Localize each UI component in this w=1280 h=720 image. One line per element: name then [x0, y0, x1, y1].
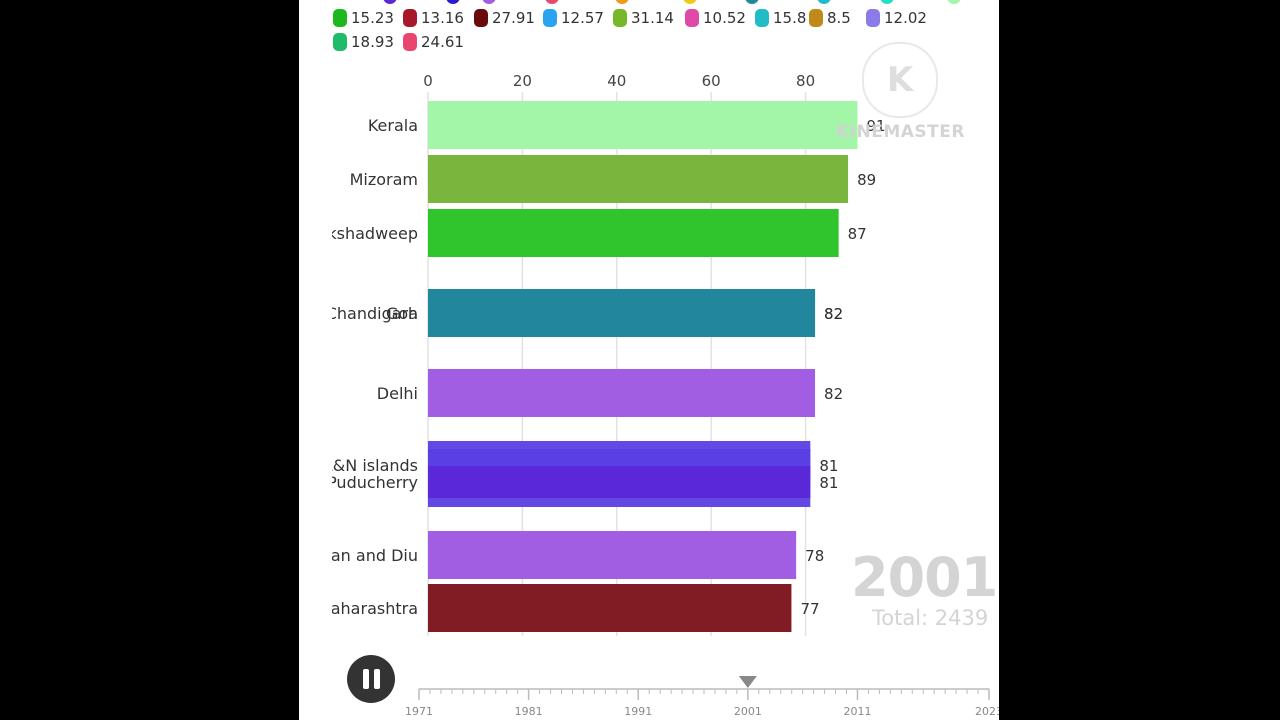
bar	[428, 209, 839, 257]
legend-value: 15.8	[773, 9, 807, 27]
legend-partial-dot	[615, 0, 629, 4]
legend-partial-dot	[947, 0, 961, 4]
bar	[428, 584, 792, 632]
value-label: 81	[819, 457, 838, 475]
bar	[428, 101, 858, 149]
category-label: Chandigarh	[326, 304, 418, 323]
category-label: an and Diu	[331, 546, 418, 565]
x-tick-label: 60	[702, 72, 721, 90]
category-label: Kerala	[368, 116, 418, 135]
timeline-tick-label: 2023	[975, 705, 999, 718]
legend-partial-dot	[745, 0, 759, 4]
legend-item: 27.91	[474, 8, 535, 28]
legend-partial-dot	[880, 0, 894, 4]
legend-item: 12.57	[543, 8, 604, 28]
category-label: Delhi	[377, 384, 418, 403]
legend-item: 10.52	[685, 8, 746, 28]
legend-value: 27.91	[492, 9, 535, 27]
category-label: aharashtra	[331, 599, 418, 618]
legend-color-icon	[685, 9, 699, 27]
category-label: Puducherry	[327, 473, 418, 492]
legend-item: 31.14	[613, 8, 674, 28]
legend-item: 15.23	[333, 8, 394, 28]
timeline-tick-label: 1971	[405, 705, 433, 718]
timeline-tick-label: 1991	[624, 705, 652, 718]
category-label: kshadweep	[327, 224, 418, 243]
timeline-tick-label: 2011	[843, 705, 871, 718]
bar	[428, 289, 816, 337]
legend-value: 10.52	[703, 9, 746, 27]
legend-value: 31.14	[631, 9, 674, 27]
label-crop-mask	[299, 95, 332, 640]
legend-color-icon	[866, 9, 880, 27]
legend-value: 12.02	[884, 9, 927, 27]
legend-value: 15.23	[351, 9, 394, 27]
legend-item: 24.61	[403, 32, 464, 52]
kinemaster-watermark: KINEMASTER	[836, 122, 965, 142]
legend-item: 18.93	[333, 32, 394, 52]
timeline-tick-label: 1981	[515, 705, 543, 718]
legend-partial-dot	[383, 0, 397, 4]
legend-partial-dot	[683, 0, 697, 4]
year-label: 2001	[851, 546, 998, 609]
value-label: 81	[819, 474, 838, 492]
legend-color-icon	[333, 33, 347, 51]
legend-partial-dot	[482, 0, 496, 4]
value-label: 91	[867, 117, 886, 135]
x-tick-label: 0	[423, 72, 433, 90]
legend-value: 24.61	[421, 33, 464, 51]
pause-button[interactable]	[347, 655, 395, 703]
legend-item: 15.8	[755, 8, 806, 28]
value-label: 82	[824, 305, 843, 323]
legend-value: 8.5	[827, 9, 851, 27]
legend-value: 12.57	[561, 9, 604, 27]
legend-partial-dot	[817, 0, 831, 4]
legend-color-icon	[333, 9, 347, 27]
legend-color-icon	[543, 9, 557, 27]
category-label: Mizoram	[350, 170, 418, 189]
legend-color-icon	[403, 9, 417, 27]
bar	[428, 466, 811, 498]
pause-icon-bar	[373, 669, 380, 689]
bar	[428, 369, 816, 417]
total-label: Total: 2439	[872, 606, 989, 630]
category-label: Goa	[386, 304, 418, 323]
legend-value: 13.16	[421, 9, 464, 27]
bar-chart: 0 20 40 60 80 Kerala Mizoram kshadweep Chandigar…	[299, 72, 999, 718]
legend-partial-dot	[446, 0, 460, 4]
bar	[428, 531, 797, 579]
timeline-handle-icon[interactable]	[738, 676, 757, 688]
legend-value: 18.93	[351, 33, 394, 51]
kinemaster-logo-icon: K	[862, 42, 938, 118]
legend-item: 13.16	[403, 8, 464, 28]
legend-color-icon	[809, 9, 823, 27]
legend-color-icon	[755, 9, 769, 27]
value-label: 89	[857, 171, 876, 189]
value-label: 78	[805, 547, 824, 565]
kinemaster-logo-letter: K	[886, 60, 914, 100]
x-tick-label: 20	[513, 72, 532, 90]
legend-partial-dot	[545, 0, 559, 4]
legend-item: 12.02	[866, 8, 927, 28]
pause-icon	[362, 669, 369, 689]
value-label: 82	[824, 305, 843, 323]
value-label: 77	[800, 600, 819, 618]
x-tick-label: 80	[796, 72, 815, 90]
legend-color-icon	[403, 33, 417, 51]
legend-item: 8.5	[809, 8, 851, 28]
legend-color-icon	[474, 9, 488, 27]
value-label: 82	[824, 385, 843, 403]
timeline-tick-label: 2001	[734, 705, 762, 718]
chart-panel: 15.23 13.16 27.91 12.57 31.14 10.52 15.8 8.5 12.…	[299, 0, 999, 720]
legend-color-icon	[613, 9, 627, 27]
bar	[428, 155, 849, 203]
category-label: A&N islands	[322, 456, 418, 475]
value-label: 87	[848, 225, 867, 243]
x-tick-label: 40	[607, 72, 626, 90]
